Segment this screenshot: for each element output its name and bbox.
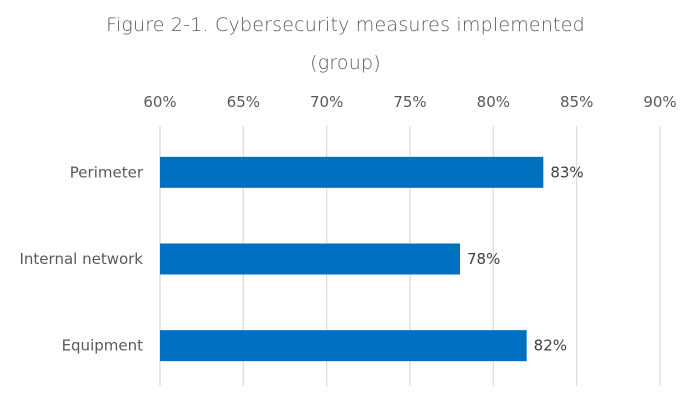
- bar-perimeter: [160, 156, 544, 188]
- data-label: 83%: [550, 163, 583, 181]
- category-label: Equipment: [62, 337, 144, 355]
- x-tick-label: 85%: [560, 93, 593, 111]
- bar-equipment: [160, 330, 527, 362]
- x-axis-ticks: 60% 65% 70% 75% 80% 85% 90%: [143, 93, 676, 111]
- x-tick-label: 65%: [227, 93, 260, 111]
- x-tick-label: 70%: [310, 93, 343, 111]
- x-tick-label: 90%: [643, 93, 676, 111]
- bar-internal-network: [160, 243, 460, 275]
- x-tick-label: 60%: [143, 93, 176, 111]
- category-label: Internal network: [20, 250, 144, 268]
- data-label: 82%: [534, 337, 567, 355]
- chart-title: Figure 2-1. Cybersecurity measures imple…: [106, 14, 585, 36]
- data-label: 78%: [467, 250, 500, 268]
- category-label: Perimeter: [70, 163, 144, 181]
- x-tick-label: 80%: [477, 93, 510, 111]
- x-tick-label: 75%: [393, 93, 426, 111]
- data-labels: 83% 78% 82%: [467, 163, 584, 354]
- category-labels: Perimeter Internal network Equipment: [20, 163, 144, 354]
- chart-subtitle: (group): [310, 52, 381, 74]
- bars: [160, 156, 544, 362]
